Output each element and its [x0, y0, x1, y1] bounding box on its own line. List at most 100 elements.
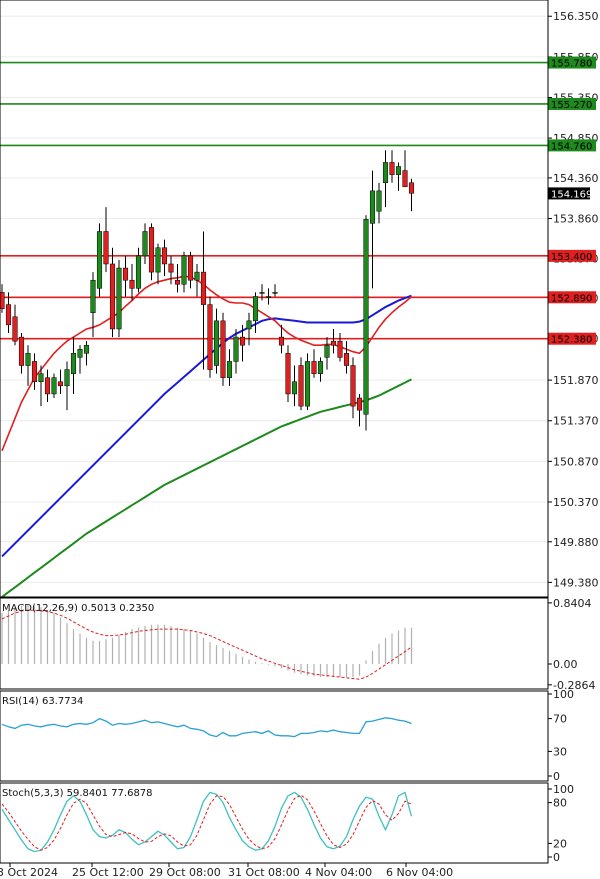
- macd-tick-label: 0.00: [553, 658, 578, 671]
- candle-body: [337, 340, 343, 358]
- current-price-label: 154.169: [551, 189, 592, 200]
- candle-body: [200, 271, 207, 305]
- candle-body: [174, 279, 181, 285]
- candle-body: [304, 361, 311, 407]
- candle-body: [51, 377, 57, 395]
- level-label: 153.400: [551, 252, 592, 263]
- rsi-pane[interactable]: 100 70 30 0: [1, 688, 574, 783]
- price-tick-label: 149.380: [553, 576, 599, 589]
- rsi-label: RSI(14) 63.7734: [2, 696, 83, 707]
- candle-body: [161, 247, 168, 265]
- support-resistance-levels: [0, 61, 548, 340]
- ma-fast-line: [1, 275, 413, 452]
- candle-body: [90, 279, 96, 313]
- macd-signal-line: [1, 609, 412, 680]
- candle-body: [168, 263, 174, 273]
- candle-body: [103, 231, 109, 265]
- level-label: 155.270: [551, 100, 592, 111]
- stoch-tick-label: 80: [553, 797, 567, 810]
- stoch-tick-label: 100: [553, 783, 574, 796]
- pane-border-2: [0, 690, 549, 782]
- stoch-k-line: [1, 791, 413, 853]
- level-tag: [548, 139, 596, 152]
- candle-body: [343, 353, 350, 366]
- candle-body: [285, 353, 291, 395]
- candle-body: [0, 292, 5, 309]
- candle-body: [233, 336, 239, 362]
- candle-body: [25, 353, 31, 366]
- candle-body: [109, 263, 116, 330]
- candle-body: [402, 170, 408, 188]
- candle-body: [272, 292, 278, 294]
- candle-body: [259, 292, 265, 294]
- candle-body: [207, 304, 213, 370]
- rsi-tick-label: 30: [553, 745, 567, 758]
- time-tick-label: 6 Nov 04:00: [386, 866, 453, 879]
- price-tick-label: 156.350: [553, 10, 599, 23]
- candle-body: [135, 255, 142, 289]
- price-tick-label: 151.370: [553, 415, 599, 428]
- candle-body: [18, 336, 25, 366]
- time-tick-label: 23 Oct 2024: [0, 866, 58, 879]
- candle-body: [395, 166, 402, 175]
- rsi-line: [1, 717, 412, 738]
- time-tick-label: 25 Oct 12:00: [72, 866, 144, 879]
- price-tick-label: 149.880: [553, 536, 599, 549]
- candle-body: [5, 304, 12, 326]
- candle-body: [350, 365, 356, 407]
- candle-body: [77, 349, 83, 358]
- candle-body: [265, 296, 272, 298]
- stoch-tick-label: 0: [553, 851, 560, 864]
- stoch-d-line: [1, 794, 412, 851]
- rsi-tick-label: 100: [553, 688, 574, 701]
- price-tick-label: 153.860: [553, 212, 599, 225]
- level-tag: [548, 97, 596, 110]
- candle-body: [376, 190, 382, 212]
- price-grid: [0, 15, 548, 583]
- candle-body: [356, 397, 363, 411]
- candle-body: [220, 320, 226, 378]
- candle-body: [116, 267, 122, 330]
- candles: [0, 150, 415, 431]
- candle-body: [382, 162, 389, 184]
- current-price-tag: [548, 187, 590, 200]
- level-label: 152.380: [551, 335, 592, 346]
- candle-body: [324, 344, 330, 358]
- level-labels: 155.780 155.270 154.760 153.400 152.890 152.3…: [548, 56, 596, 346]
- ma-mid-line: [1, 294, 412, 558]
- stoch-label: Stoch(5,3,3) 59.8401 77.6878: [2, 788, 153, 799]
- pane-border-3: [0, 782, 549, 864]
- macd-tick-label: 0.8404: [553, 597, 592, 610]
- candle-body: [31, 361, 38, 383]
- candle-body: [330, 340, 337, 346]
- level-label: 155.780: [551, 59, 592, 70]
- level-label: 154.760: [551, 141, 592, 152]
- candle-body: [239, 336, 246, 346]
- candle-body: [44, 377, 51, 395]
- macd-tick-label: -0.2864: [553, 679, 595, 692]
- candle-body: [226, 361, 233, 378]
- pane-border-0: [0, 0, 549, 598]
- candle-body: [317, 361, 324, 374]
- level-label: 152.890: [551, 293, 592, 304]
- candle-body: [96, 231, 103, 289]
- candle-body: [181, 255, 187, 285]
- time-axis: 23 Oct 2024 25 Oct 12:00 29 Oct 08:00 31 Oc…: [0, 863, 453, 879]
- ma-slow-line: [1, 378, 412, 598]
- candle-body: [213, 320, 220, 366]
- candle-body: [187, 255, 194, 281]
- candle-body: [83, 344, 90, 354]
- candle-body: [389, 162, 395, 175]
- candle-body: [194, 271, 200, 281]
- price-tick-label: 150.870: [553, 455, 599, 468]
- pane-border-1: [0, 597, 549, 690]
- stoch-tick-label: 20: [553, 837, 567, 850]
- candle-body: [57, 381, 64, 387]
- time-tick-label: 29 Oct 08:00: [149, 866, 221, 879]
- macd-pane[interactable]: 0.8404 0.00 -0.2864: [1, 597, 595, 692]
- candle-body: [64, 369, 70, 387]
- level-tag: [548, 249, 596, 262]
- candle-body: [252, 296, 259, 322]
